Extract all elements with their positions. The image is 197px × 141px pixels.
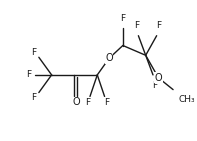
Text: F: F	[31, 93, 36, 102]
Text: F: F	[156, 21, 161, 30]
Text: O: O	[72, 97, 80, 107]
Text: F: F	[152, 81, 157, 90]
Text: O: O	[155, 73, 162, 83]
Text: F: F	[104, 98, 109, 107]
Text: F: F	[134, 21, 139, 30]
Text: F: F	[26, 70, 32, 79]
Text: F: F	[120, 14, 125, 23]
Text: O: O	[105, 53, 113, 63]
Text: CH₃: CH₃	[178, 95, 195, 104]
Text: F: F	[31, 48, 36, 57]
Text: F: F	[85, 98, 91, 107]
